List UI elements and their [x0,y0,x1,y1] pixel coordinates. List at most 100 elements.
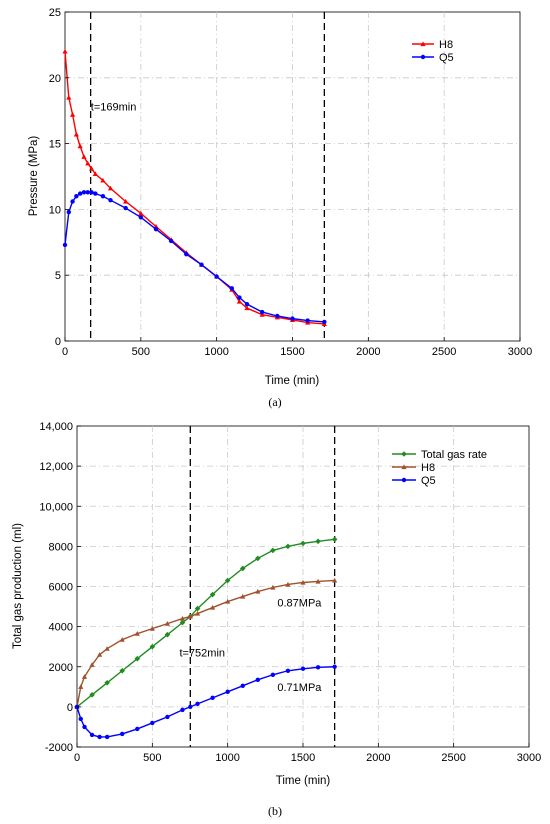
x-axis-label-b: Time (min) [276,775,331,787]
x-tick-label: 1500 [280,346,304,358]
data-point [315,665,321,670]
x-axis-label-a: Time (min) [265,375,320,387]
data-point [97,652,103,657]
data-point [97,734,102,740]
data-point [225,598,231,604]
y-tick-label: 0 [67,702,73,714]
annotation-label: 0.87MPa [277,598,322,610]
data-point [188,704,193,710]
data-point [300,666,306,671]
data-point [229,286,235,291]
data-point [107,185,114,191]
y-tick-label: 2000 [49,662,73,674]
data-point [332,664,337,669]
data-point [123,198,129,204]
data-point [89,662,95,667]
data-point [300,579,306,585]
y-tick-label: 14,000 [39,421,73,433]
x-ticks-a: 0 500 1000 1500 2000 2500 3000 [62,337,532,358]
data-point [164,631,171,638]
x-tick-label: 1000 [204,346,228,358]
data-point [149,626,155,631]
data-point [244,305,250,311]
y-tick-label: 10 [49,204,61,216]
data-point [120,731,125,737]
data-point [149,643,156,650]
data-point [187,613,193,619]
data-point [123,205,128,211]
data-point [332,577,338,583]
y-tick-label: 6000 [49,582,73,594]
x-tick-label: 1000 [215,752,239,764]
y-tick-label: 10,000 [39,501,73,513]
legend-marker [420,41,426,47]
data-point [81,154,87,159]
legend-entry: Q5 [439,52,454,64]
data-point [275,313,280,319]
data-point [259,312,265,317]
x-tick-label: 1500 [291,752,315,764]
data-point [225,689,230,695]
data-point [255,588,261,594]
data-point [259,309,265,315]
data-point [77,143,83,149]
data-point [70,199,75,204]
x-tick-label: 2500 [432,346,456,358]
caption-a: (a) [268,395,281,409]
data-point [184,251,189,257]
data-point [134,631,140,636]
grid-a [65,12,520,341]
y-tick-label: 4000 [49,622,73,634]
data-point [236,298,243,304]
y-tick-label: 0 [55,336,61,348]
data-point [164,621,170,626]
grid-b [77,426,529,747]
data-point [150,720,155,726]
y-tick-label: 5 [55,270,61,282]
legend-marker [401,464,407,470]
chart-panel-b: 0 500 1000 1500 2000 2500 3000 -20000200040006… [12,421,541,818]
y-axis-label-b: Total gas production (ml) [12,523,24,649]
data-point [244,301,250,307]
data-point [270,547,276,554]
x-tick-label: 3000 [508,346,532,358]
data-point [78,716,83,722]
y-tick-label: 8000 [49,541,73,553]
data-point [239,565,246,572]
data-point [305,318,310,323]
data-point [210,604,216,610]
data-point [165,714,170,720]
data-point [270,584,276,590]
data-point [224,577,231,584]
data-point [240,683,245,689]
data-point [89,692,95,698]
y-tick-label: 20 [49,73,61,85]
vlines-b [189,426,336,747]
data-point [89,732,95,738]
x-tick-label: 500 [132,346,150,358]
data-point [69,112,76,117]
y-tick-label: -2000 [45,742,73,754]
data-point [77,191,83,196]
y-tick-label: 15 [49,139,61,151]
data-point [62,48,68,54]
x-tick-label: 2000 [366,752,390,764]
data-point [104,734,110,740]
data-point [74,194,79,199]
data-point [209,591,216,598]
caption-b: (b) [268,804,282,818]
legend-entry: Q5 [421,475,436,487]
data-point [285,581,291,587]
series-b [74,536,338,740]
data-point [179,619,186,626]
data-point [104,680,110,686]
legend-marker [401,451,407,457]
data-point [194,605,201,612]
data-point [66,94,72,100]
data-point [194,610,201,616]
chart-panel-a: 0 500 1000 1500 2000 2500 3000 0 5 10 15 20 25 Time… [28,7,532,409]
data-point [237,295,242,300]
data-point [315,578,321,584]
